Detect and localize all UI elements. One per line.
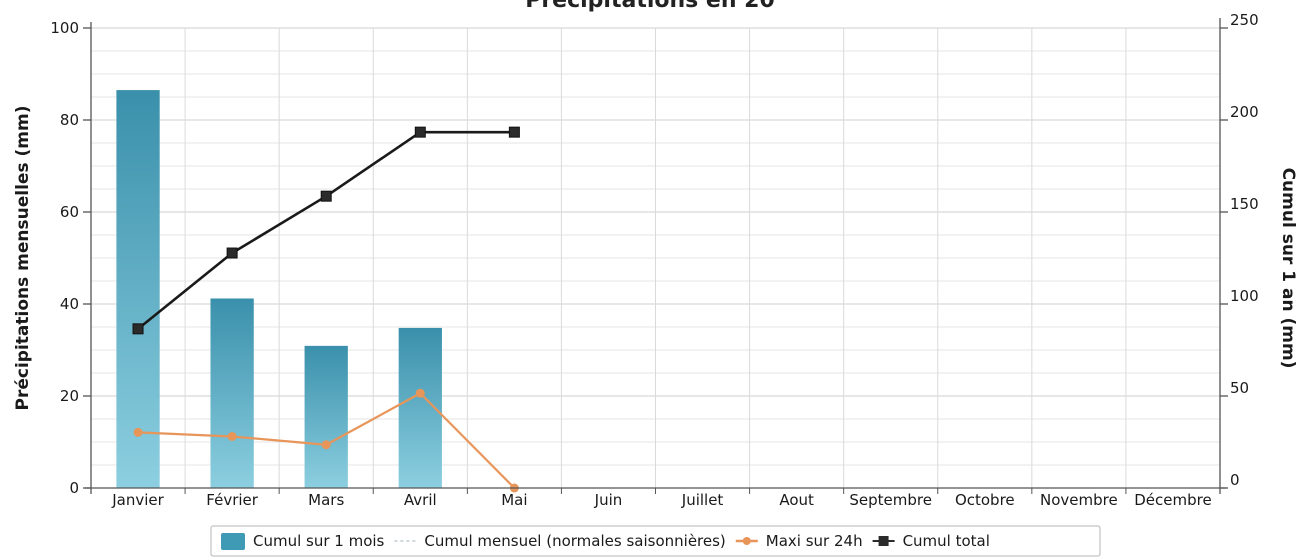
- x-axis-tick-label: Juillet: [681, 491, 724, 509]
- x-axis-tick-label: Avril: [404, 491, 437, 509]
- x-axis-tick-label: Octobre: [955, 491, 1015, 509]
- right-axis-tick-label: 150: [1230, 195, 1259, 213]
- legend-label-cumul-total: Cumul total: [903, 532, 990, 550]
- bar-février: [210, 298, 253, 488]
- point-cumul-total: [321, 191, 331, 201]
- right-axis-tick-label: 250: [1230, 11, 1259, 29]
- point-cumul-total: [415, 127, 425, 137]
- legend-swatch-cumul-sur-1-mois: [221, 533, 245, 550]
- x-axis-tick-label: Janvier: [111, 491, 164, 509]
- grid: [91, 28, 1220, 488]
- legend-label-cumul-sur-1-mois: Cumul sur 1 mois: [253, 532, 385, 550]
- left-axis-tick-label: 60: [60, 203, 79, 221]
- point-maxi-sur-24h: [322, 440, 331, 449]
- x-axis-tick-label: Décembre: [1134, 491, 1211, 509]
- x-axis-tick-label: Juin: [594, 491, 623, 509]
- point-cumul-total: [227, 248, 237, 258]
- legend-marker-maxi-sur-24h: [743, 537, 751, 545]
- right-axis-title: Cumul sur 1 an (mm): [1278, 168, 1298, 369]
- x-axis-tick-label: Mars: [308, 491, 344, 509]
- x-axis-tick-label: Février: [206, 491, 258, 509]
- point-maxi-sur-24h: [134, 428, 143, 437]
- x-axis-tick-label: Septembre: [849, 491, 932, 509]
- chart-title: Précipitations en 20: [525, 0, 775, 13]
- left-axis-tick-label: 100: [50, 19, 79, 37]
- point-maxi-sur-24h: [416, 389, 425, 398]
- legend-label-maxi-sur-24h: Maxi sur 24h: [766, 532, 863, 550]
- point-cumul-total: [133, 324, 143, 334]
- point-cumul-total: [509, 127, 519, 137]
- right-axis-tick-label: 200: [1230, 103, 1259, 121]
- line-cumul-total: [138, 132, 514, 329]
- legend-label-cumul-mensuel-normales-saisonni-res: Cumul mensuel (normales saisonnières): [424, 532, 725, 550]
- right-axis-tick-label: 0: [1230, 471, 1240, 489]
- point-maxi-sur-24h: [228, 432, 237, 441]
- legend-marker-cumul-total: [879, 536, 889, 546]
- right-axis-tick-label: 50: [1230, 379, 1249, 397]
- x-axis-tick-label: Mai: [501, 491, 527, 509]
- left-axis-tick-label: 0: [69, 479, 79, 497]
- right-axis-tick-label: 100: [1230, 287, 1259, 305]
- left-axis-tick-label: 80: [60, 111, 79, 129]
- left-axis-title: Précipitations mensuelles (mm): [13, 106, 33, 411]
- x-axis-tick-label: Aout: [779, 491, 814, 509]
- legend: Cumul sur 1 mois Cumul mensuel (normales …: [211, 526, 1100, 556]
- x-axis-tick-label: Novembre: [1040, 491, 1118, 509]
- left-axis-tick-label: 20: [60, 387, 79, 405]
- bar-mars: [305, 346, 348, 488]
- left-axis-tick-label: 40: [60, 295, 79, 313]
